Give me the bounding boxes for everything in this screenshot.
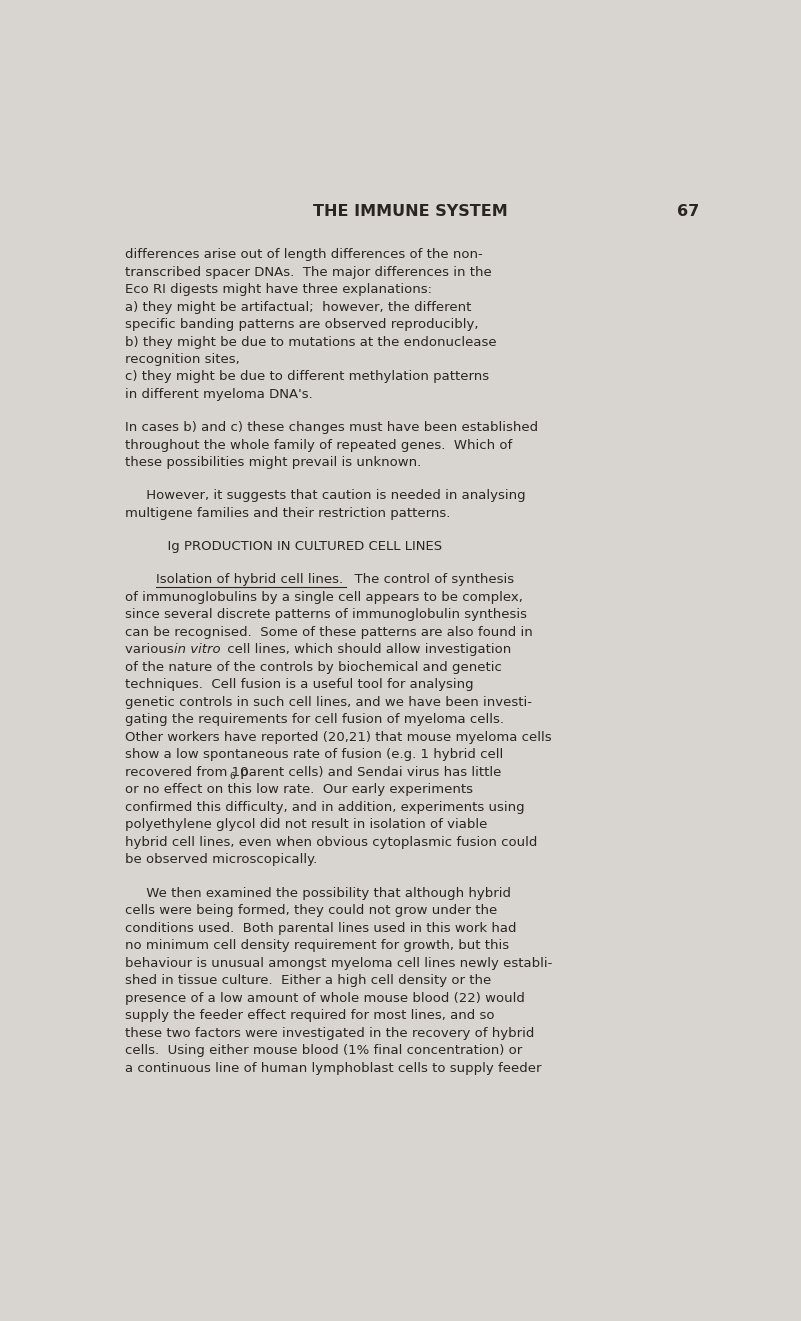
Text: c) they might be due to different methylation patterns: c) they might be due to different methyl…	[125, 370, 489, 383]
Text: differences arise out of length differences of the non-: differences arise out of length differen…	[125, 248, 483, 262]
Text: The control of synthesis: The control of synthesis	[346, 573, 514, 587]
Text: various: various	[125, 643, 178, 657]
Text: throughout the whole family of repeated genes.  Which of: throughout the whole family of repeated …	[125, 439, 512, 452]
Text: Isolation of hybrid cell lines.: Isolation of hybrid cell lines.	[155, 573, 343, 587]
Text: recognition sites,: recognition sites,	[125, 353, 239, 366]
Text: parent cells) and Sendai virus has little: parent cells) and Sendai virus has littl…	[235, 766, 501, 779]
Text: 6: 6	[229, 771, 235, 781]
Text: cells.  Using either mouse blood (1% final concentration) or: cells. Using either mouse blood (1% fina…	[125, 1044, 522, 1057]
Text: confirmed this difficulty, and in addition, experiments using: confirmed this difficulty, and in additi…	[125, 801, 525, 814]
Text: 67: 67	[677, 205, 699, 219]
Text: specific banding patterns are observed reproducibly,: specific banding patterns are observed r…	[125, 318, 478, 332]
Text: hybrid cell lines, even when obvious cytoplasmic fusion could: hybrid cell lines, even when obvious cyt…	[125, 836, 537, 849]
Text: a continuous line of human lymphoblast cells to supply feeder: a continuous line of human lymphoblast c…	[125, 1062, 541, 1074]
Text: of immunoglobulins by a single cell appears to be complex,: of immunoglobulins by a single cell appe…	[125, 590, 523, 604]
Text: In cases b) and c) these changes must have been established: In cases b) and c) these changes must ha…	[125, 421, 538, 435]
Text: in vitro: in vitro	[174, 643, 221, 657]
Text: polyethylene glycol did not result in isolation of viable: polyethylene glycol did not result in is…	[125, 819, 487, 831]
Text: cell lines, which should allow investigation: cell lines, which should allow investiga…	[223, 643, 512, 657]
Text: since several discrete patterns of immunoglobulin synthesis: since several discrete patterns of immun…	[125, 609, 527, 621]
Text: However, it suggests that caution is needed in analysing: However, it suggests that caution is nee…	[125, 490, 525, 502]
Text: techniques.  Cell fusion is a useful tool for analysing: techniques. Cell fusion is a useful tool…	[125, 679, 473, 691]
Text: in different myeloma DNA's.: in different myeloma DNA's.	[125, 388, 312, 402]
Text: a) they might be artifactual;  however, the different: a) they might be artifactual; however, t…	[125, 300, 471, 313]
Text: these two factors were investigated in the recovery of hybrid: these two factors were investigated in t…	[125, 1026, 534, 1040]
Text: We then examined the possibility that although hybrid: We then examined the possibility that al…	[125, 886, 511, 900]
Text: Ig PRODUCTION IN CULTURED CELL LINES: Ig PRODUCTION IN CULTURED CELL LINES	[125, 540, 442, 553]
Text: recovered from 10: recovered from 10	[125, 766, 248, 779]
Text: multigene families and their restriction patterns.: multigene families and their restriction…	[125, 507, 450, 520]
Text: can be recognised.  Some of these patterns are also found in: can be recognised. Some of these pattern…	[125, 626, 533, 639]
Text: genetic controls in such cell lines, and we have been investi-: genetic controls in such cell lines, and…	[125, 696, 532, 709]
Text: no minimum cell density requirement for growth, but this: no minimum cell density requirement for …	[125, 939, 509, 952]
Text: Other workers have reported (20,21) that mouse myeloma cells: Other workers have reported (20,21) that…	[125, 731, 552, 744]
Text: transcribed spacer DNAs.  The major differences in the: transcribed spacer DNAs. The major diffe…	[125, 266, 492, 279]
Text: show a low spontaneous rate of fusion (e.g. 1 hybrid cell: show a low spontaneous rate of fusion (e…	[125, 749, 503, 761]
Text: these possibilities might prevail is unknown.: these possibilities might prevail is unk…	[125, 456, 421, 469]
Text: be observed microscopically.: be observed microscopically.	[125, 853, 317, 867]
Text: shed in tissue culture.  Either a high cell density or the: shed in tissue culture. Either a high ce…	[125, 974, 491, 987]
Text: presence of a low amount of whole mouse blood (22) would: presence of a low amount of whole mouse …	[125, 992, 525, 1004]
Text: THE IMMUNE SYSTEM: THE IMMUNE SYSTEM	[313, 205, 508, 219]
Text: of the nature of the controls by biochemical and genetic: of the nature of the controls by biochem…	[125, 660, 502, 674]
Text: gating the requirements for cell fusion of myeloma cells.: gating the requirements for cell fusion …	[125, 713, 504, 727]
Text: or no effect on this low rate.  Our early experiments: or no effect on this low rate. Our early…	[125, 783, 473, 797]
Text: supply the feeder effect required for most lines, and so: supply the feeder effect required for mo…	[125, 1009, 494, 1022]
Text: Eco RI digests might have three explanations:: Eco RI digests might have three explanat…	[125, 283, 432, 296]
Text: conditions used.  Both parental lines used in this work had: conditions used. Both parental lines use…	[125, 922, 517, 934]
Text: cells were being formed, they could not grow under the: cells were being formed, they could not …	[125, 904, 497, 917]
Text: behaviour is unusual amongst myeloma cell lines newly establi-: behaviour is unusual amongst myeloma cel…	[125, 956, 553, 970]
Text: b) they might be due to mutations at the endonuclease: b) they might be due to mutations at the…	[125, 336, 497, 349]
